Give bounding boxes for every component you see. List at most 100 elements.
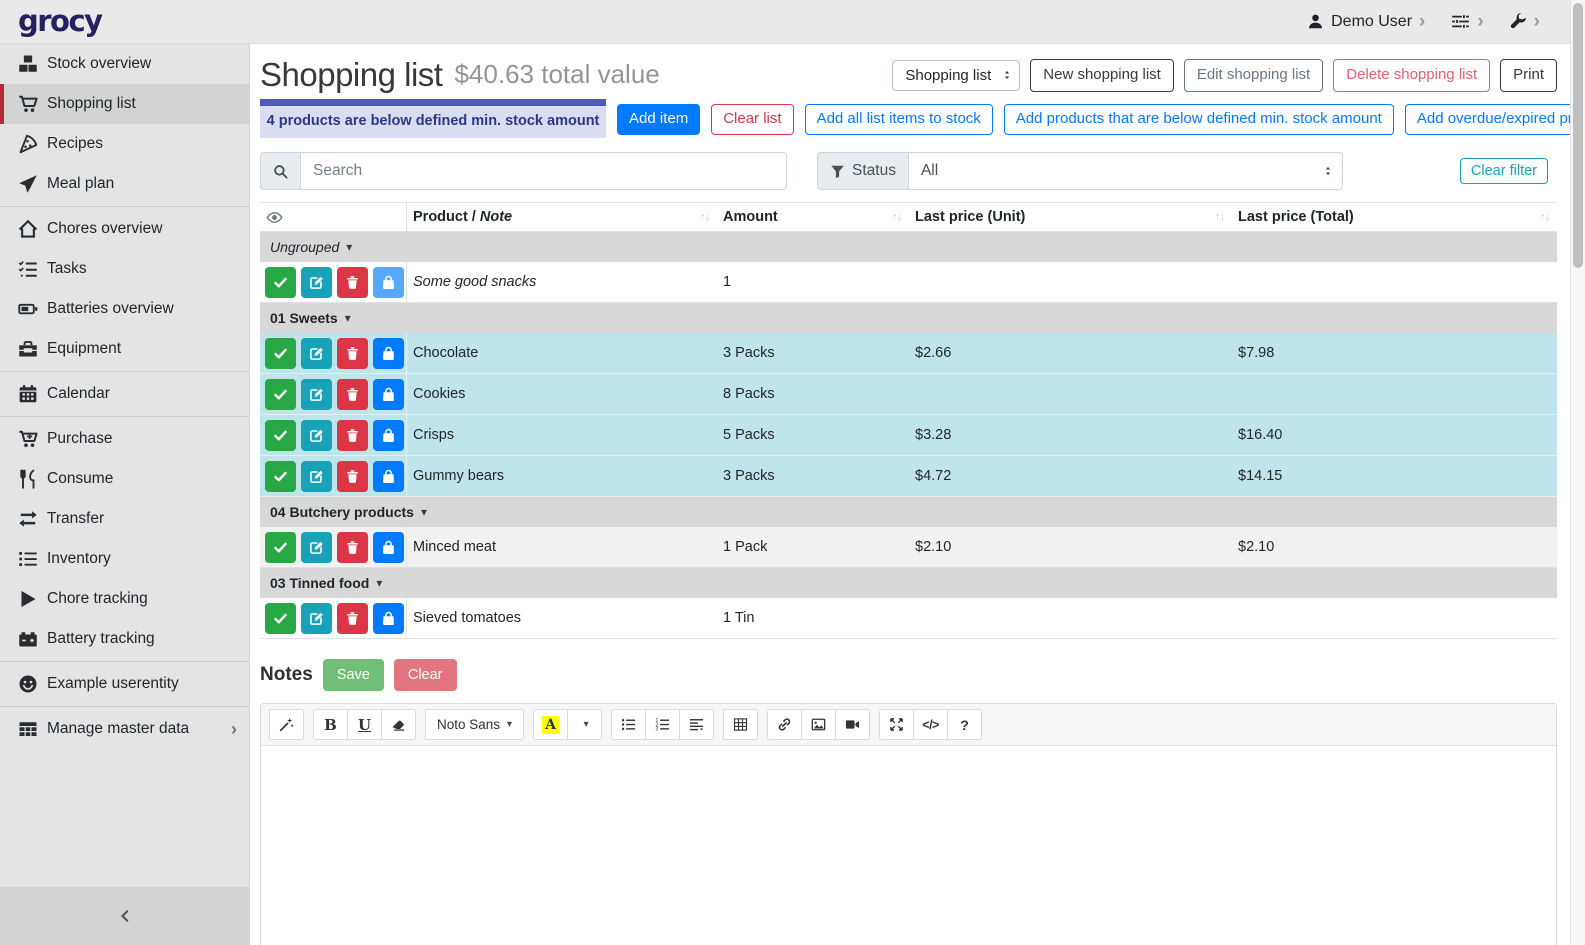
insert-table-button[interactable] <box>723 709 759 741</box>
amount-column-header[interactable]: Amount ↑↓ <box>723 209 902 226</box>
sidebar-item-consume[interactable]: Consume <box>0 459 249 499</box>
delete-shopping-list-button[interactable]: Delete shopping list <box>1333 59 1491 92</box>
mark-done-button[interactable] <box>265 531 296 563</box>
product-group-header-04-butchery-products[interactable]: 04 Butchery products ▾ <box>260 497 1557 528</box>
sidebar-divider <box>0 416 249 417</box>
edit-item-button[interactable] <box>301 419 332 451</box>
product-group-header-01-sweets[interactable]: 01 Sweets ▾ <box>260 303 1557 334</box>
text-color-button[interactable]: A <box>533 709 569 741</box>
product-group-header-03-tinned-food[interactable]: 03 Tinned food ▾ <box>260 568 1557 599</box>
edit-shopping-list-button[interactable]: Edit shopping list <box>1183 59 1324 92</box>
delete-item-button[interactable] <box>337 531 368 563</box>
edit-item-button[interactable] <box>301 602 332 634</box>
delete-item-button[interactable] <box>337 378 368 410</box>
clear-filter-button[interactable]: Clear filter <box>1459 158 1548 185</box>
notes-editor-area[interactable] <box>261 746 1556 945</box>
settings-menu[interactable]: › <box>1451 12 1484 31</box>
last-price-total-column-header[interactable]: Last price (Total) ↑↓ <box>1238 209 1550 226</box>
add-below-min-button[interactable]: Add products that are below defined min.… <box>1003 104 1394 136</box>
svg-text:1: 1 <box>656 718 659 724</box>
underline-button[interactable]: U <box>347 709 382 741</box>
add-to-stock-button[interactable] <box>373 531 404 563</box>
mark-done-button[interactable] <box>265 266 296 298</box>
add-to-stock-button[interactable] <box>373 378 404 410</box>
help-button[interactable]: ? <box>947 709 983 741</box>
edit-item-button[interactable] <box>301 531 332 563</box>
delete-item-button[interactable] <box>337 602 368 634</box>
main-content: Shopping list $40.63 total value Shoppin… <box>249 44 1570 945</box>
add-overdue-button[interactable]: Add overdue/expired products <box>1404 104 1570 136</box>
edit-item-button[interactable] <box>301 266 332 298</box>
sidebar-item-stock-overview[interactable]: Stock overview <box>0 44 249 84</box>
delete-item-button[interactable] <box>337 337 368 369</box>
sidebar-item-example-userentity[interactable]: Example userentity <box>0 664 249 704</box>
insert-video-button[interactable] <box>835 709 871 741</box>
product-column-header[interactable]: Product / Note ↑↓ <box>413 209 710 226</box>
sidebar-item-shopping-list[interactable]: Shopping list <box>0 84 249 124</box>
notes-save-button[interactable]: Save <box>322 659 384 692</box>
sidebar-item-chore-tracking[interactable]: Chore tracking <box>0 579 249 619</box>
search-input[interactable] <box>300 152 787 191</box>
insert-link-button[interactable] <box>767 709 803 741</box>
add-to-stock-button[interactable] <box>373 266 404 298</box>
edit-item-button[interactable] <box>301 337 332 369</box>
font-family-dropdown[interactable]: Noto Sans ▾ <box>425 709 525 741</box>
paragraph-button[interactable] <box>679 709 715 741</box>
sidebar-item-recipes[interactable]: Recipes <box>0 124 249 164</box>
sidebar-item-manage-master-data[interactable]: Manage master data › <box>0 709 249 749</box>
mark-done-button[interactable] <box>265 460 296 492</box>
edit-item-button[interactable] <box>301 460 332 492</box>
sidebar-item-purchase[interactable]: Purchase <box>0 419 249 459</box>
sidebar-collapse-button[interactable] <box>0 887 249 945</box>
user-menu[interactable]: Demo User › <box>1307 12 1425 31</box>
bold-button[interactable]: B <box>313 709 348 741</box>
print-button[interactable]: Print <box>1500 59 1557 92</box>
sidebar-item-calendar[interactable]: Calendar <box>0 374 249 414</box>
add-to-stock-button[interactable] <box>373 419 404 451</box>
code-view-button[interactable]: </> <box>913 709 949 741</box>
product-group-header-ungrouped[interactable]: Ungrouped ▾ <box>260 232 1557 263</box>
mark-done-button[interactable] <box>265 419 296 451</box>
add-all-to-stock-button[interactable]: Add all list items to stock <box>804 104 993 136</box>
app-logo[interactable]: grocy <box>18 4 103 38</box>
magic-style-button[interactable] <box>269 709 304 741</box>
sidebar-item-inventory[interactable]: Inventory <box>0 539 249 579</box>
add-to-stock-button[interactable] <box>373 602 404 634</box>
text-color-dropdown[interactable]: ▾ <box>567 709 603 741</box>
delete-item-button[interactable] <box>337 460 368 492</box>
caret-down-icon: ▾ <box>376 576 383 591</box>
status-filter-select[interactable]: All <box>907 152 1343 191</box>
add-to-stock-button[interactable] <box>373 337 404 369</box>
delete-item-button[interactable] <box>337 266 368 298</box>
sidebar-item-battery-tracking[interactable]: Battery tracking <box>0 619 249 659</box>
mark-done-button[interactable] <box>265 378 296 410</box>
insert-picture-button[interactable] <box>801 709 837 741</box>
last-price-unit-column-header[interactable]: Last price (Unit) ↑↓ <box>915 209 1225 226</box>
delete-item-button[interactable] <box>337 419 368 451</box>
fullscreen-button[interactable] <box>879 709 915 741</box>
page-title: Shopping list <box>260 56 443 93</box>
shopping-list-select[interactable]: Shopping list <box>892 59 1021 91</box>
mark-done-button[interactable] <box>265 602 296 634</box>
sidebar-item-chores-overview[interactable]: Chores overview <box>0 209 249 249</box>
add-to-stock-button[interactable] <box>373 460 404 492</box>
sidebar-item-transfer[interactable]: Transfer <box>0 499 249 539</box>
mark-done-button[interactable] <box>265 337 296 369</box>
sidebar-item-equipment[interactable]: Equipment <box>0 329 249 369</box>
sidebar-item-batteries-overview[interactable]: Batteries overview <box>0 289 249 329</box>
edit-item-button[interactable] <box>301 378 332 410</box>
notes-clear-button[interactable]: Clear <box>393 659 457 692</box>
clear-formatting-button[interactable] <box>381 709 416 741</box>
min-stock-alert[interactable]: 4 products are below defined min. stock … <box>260 99 606 139</box>
sidebar-item-meal-plan[interactable]: Meal plan <box>0 164 249 204</box>
new-shopping-list-button[interactable]: New shopping list <box>1030 59 1174 92</box>
add-item-button[interactable]: Add item <box>617 104 701 136</box>
unordered-list-button[interactable] <box>611 709 647 741</box>
page-scrollbar[interactable] <box>1570 0 1585 945</box>
sidebar-item-tasks[interactable]: Tasks <box>0 249 249 289</box>
clear-list-button[interactable]: Clear list <box>711 104 794 136</box>
check-icon <box>273 275 288 290</box>
scrollbar-thumb[interactable] <box>1573 3 1583 268</box>
admin-tools-menu[interactable]: › <box>1510 12 1540 31</box>
